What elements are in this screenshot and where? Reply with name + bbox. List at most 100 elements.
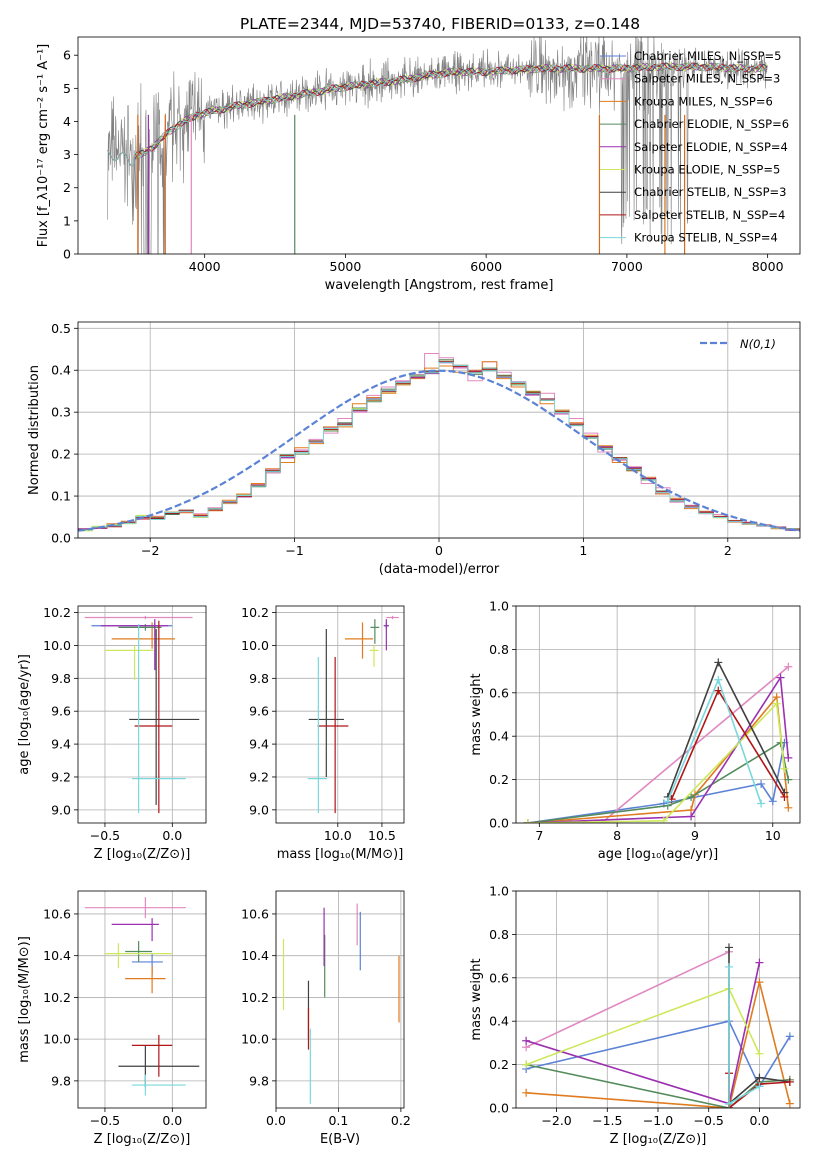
y-tick-label: 10.4 [43, 948, 71, 963]
y-axis-label: age [log₁₀(age/yr)] [17, 654, 32, 775]
x-tick-label: 0.0 [162, 1113, 182, 1128]
legend-label: N(0,1) [740, 337, 776, 351]
x-tick-label: 2 [724, 543, 732, 558]
legend-label: Salpeter ELODIE, N_SSP=4 [634, 140, 788, 154]
x-tick-label: 0.0 [749, 1113, 769, 1128]
y-tick-label: 10.2 [43, 605, 71, 620]
residual-histograms [78, 353, 800, 538]
plus-marker [768, 797, 777, 806]
legend-label: Salpeter STELIB, N_SSP=4 [634, 208, 785, 222]
plus-marker [776, 673, 785, 682]
x-tick-label: −2 [141, 543, 159, 558]
mass-weight-line [526, 981, 791, 1108]
y-tick-label: 9.2 [51, 769, 71, 784]
y-tick-label: 0.2 [489, 772, 509, 787]
x-tick-label: 7 [535, 828, 543, 843]
mass-weight-line [666, 660, 786, 798]
plus-marker [687, 812, 696, 821]
spectrum-lines [107, 37, 768, 254]
x-tick-label: 5000 [330, 259, 362, 274]
y-tick-label: 5 [63, 81, 71, 96]
y-tick-label: 0.1 [51, 489, 71, 504]
chart-title: PLATE=2344, MJD=53740, FIBERID=0133, z=0… [240, 15, 640, 33]
plus-marker [725, 962, 733, 971]
x-tick-label: 8 [613, 828, 621, 843]
y-tick-label: 9.2 [249, 769, 269, 784]
x-tick-label: 10.0 [324, 828, 352, 843]
errorbars-mass_vs_Z [84, 897, 200, 1096]
y-tick-label: 1 [63, 213, 71, 228]
y-axis-label: Normed distribution [27, 365, 42, 495]
x-tick-label: −1 [285, 543, 303, 558]
plus-marker [785, 1099, 794, 1108]
y-tick-label: 0.8 [489, 642, 509, 657]
plus-marker [714, 675, 723, 684]
plus-marker [772, 699, 781, 708]
y-tick-label: 9.8 [51, 671, 71, 686]
y-tick-label: 10.6 [43, 906, 71, 921]
histogram-step [78, 361, 800, 538]
x-tick-label: 0 [435, 543, 443, 558]
y-tick-label: 0.6 [489, 685, 509, 700]
x-tick-label: −0.5 [90, 1113, 120, 1128]
y-tick-label: 9.8 [51, 1073, 71, 1088]
y-tick-label: 0.4 [51, 363, 71, 378]
mass-weight-line [527, 701, 786, 823]
plus-marker [784, 753, 793, 762]
y-tick-label: 6 [63, 48, 71, 63]
x-axis-label: (data-model)/error [379, 562, 500, 577]
x-tick-label: 10 [765, 828, 781, 843]
y-tick-label: 9.8 [249, 671, 269, 686]
plus-marker [522, 1060, 531, 1069]
axes-frame-mass_vs_Z [77, 890, 207, 1109]
plus-marker [780, 792, 789, 801]
plus-marker [785, 1077, 794, 1086]
x-tick-label: 0.0 [266, 1113, 286, 1128]
plus-marker [663, 797, 672, 806]
mass-weight-line [527, 741, 790, 823]
y-tick-label: 10.2 [241, 990, 269, 1005]
y-tick-label: 10.0 [43, 1032, 71, 1047]
y-tick-label: 0.0 [489, 816, 509, 831]
x-axis-label: Z [log₁₀(Z/Z⊙)] [94, 1132, 191, 1147]
y-tick-label: 0.2 [489, 1057, 509, 1072]
mass-weight-line [525, 951, 730, 1048]
plus-marker [659, 816, 668, 823]
mass-weight-line [527, 742, 786, 823]
y-tick-label: 0.5 [51, 321, 71, 336]
y-tick-label: 4 [63, 114, 71, 129]
x-tick-label: 9 [691, 828, 699, 843]
y-tick-label: 10.0 [241, 638, 269, 653]
axes-frame-age_vs_mass [275, 605, 405, 824]
plus-marker [785, 1032, 794, 1041]
plus-marker [755, 1082, 764, 1091]
y-tick-label: 1.0 [489, 884, 509, 899]
axes-frame-age_vs_Z [77, 605, 207, 824]
y-tick-label: 9.8 [249, 1073, 269, 1088]
y-tick-label: 9.6 [249, 704, 269, 719]
legend-label: Chabrier MILES, N_SSP=5 [634, 49, 781, 63]
x-axis-label: Z [log₁₀(Z/Z⊙)] [94, 847, 191, 862]
x-tick-label: 0.1 [328, 1113, 348, 1128]
y-tick-label: 0.0 [51, 531, 71, 546]
x-tick-label: −1.5 [592, 1113, 622, 1128]
plus-marker [714, 686, 723, 695]
x-axis-label: wavelength [Angstrom, rest frame] [325, 278, 554, 293]
y-tick-label: 0.0 [489, 1101, 509, 1116]
mass-weight-line [525, 962, 761, 1105]
x-tick-label: 10.5 [368, 828, 396, 843]
y-tick-label: 10.2 [241, 605, 269, 620]
axes-frame-spectrum [77, 36, 801, 255]
plus-marker [522, 1036, 531, 1045]
y-tick-label: 1.0 [489, 599, 509, 614]
y-tick-label: 2 [63, 180, 71, 195]
lines-mass_weight_vs_Z [522, 943, 794, 1108]
x-tick-label: 4000 [189, 259, 221, 274]
legend-label: Chabrier ELODIE, N_SSP=6 [634, 117, 789, 131]
y-tick-label: 0.2 [51, 447, 71, 462]
plus-marker [714, 658, 723, 667]
x-axis-label: mass [log₁₀(M/M⊙)] [277, 847, 404, 862]
plus-marker [523, 819, 532, 823]
y-tick-label: 0.4 [489, 1014, 509, 1029]
